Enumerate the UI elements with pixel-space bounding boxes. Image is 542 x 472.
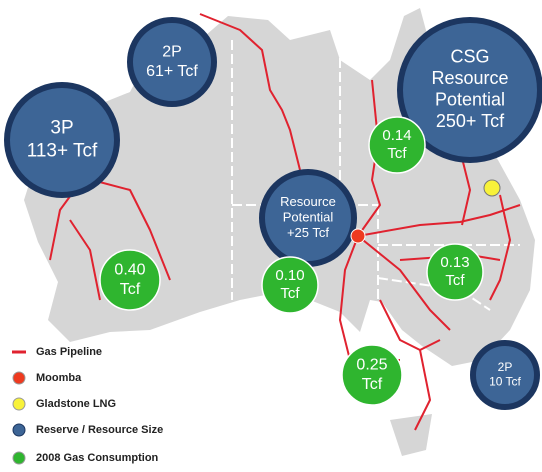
pipelines <box>49 13 521 431</box>
bubble-label: Resource <box>431 68 508 88</box>
bubble-label: 250+ Tcf <box>436 111 505 131</box>
bubble-label: Tcf <box>445 272 465 289</box>
bubble <box>426 243 484 301</box>
legend-label: Reserve / Resource Size <box>36 424 163 436</box>
bubble-label: 0.25 <box>356 357 387 374</box>
legend-symbol <box>12 423 26 437</box>
bubble-label: 61+ Tcf <box>146 63 198 80</box>
bubble-label: 0.13 <box>440 254 469 271</box>
bubble-label: Tcf <box>280 285 300 302</box>
bubble-label: Tcf <box>387 145 407 162</box>
bubble-label: Tcf <box>120 281 141 298</box>
legend-label: Moomba <box>36 372 82 384</box>
bubble <box>261 256 319 314</box>
bubble-label: 0.10 <box>275 267 304 284</box>
bubble-label: 2P <box>498 360 513 374</box>
bubble-label: 2P <box>162 44 182 61</box>
bubble <box>127 17 217 107</box>
bubble <box>341 344 403 406</box>
bubble-label: 3P <box>50 118 73 139</box>
bubble-label: 10 Tcf <box>489 374 521 388</box>
bubble-label: Potential <box>435 90 505 110</box>
tasmania <box>390 414 432 456</box>
bubble <box>470 340 540 410</box>
legend-label: Gladstone LNG <box>36 398 116 410</box>
bubble-label: Tcf <box>362 376 383 393</box>
bubble-label: 0.40 <box>114 262 145 279</box>
bubble-label: 113+ Tcf <box>27 140 98 161</box>
legend-label: 2008 Gas Consumption <box>36 452 159 464</box>
legend-symbol <box>12 451 26 465</box>
legend-symbol <box>12 397 26 411</box>
bubble-label: CSG <box>450 46 489 66</box>
bubble <box>368 116 426 174</box>
gladstone-marker <box>483 179 501 197</box>
bubble-label: Resource <box>280 194 336 209</box>
bubble-label: Potential <box>283 209 334 224</box>
legend-label: Gas Pipeline <box>36 346 102 358</box>
bubble <box>4 82 120 198</box>
bubble-label: +25 Tcf <box>287 225 329 240</box>
bubble-label: 0.14 <box>382 127 411 144</box>
bubble <box>99 249 161 311</box>
legend-symbol <box>12 371 26 385</box>
bubble <box>397 17 542 163</box>
moomba-marker <box>350 228 366 244</box>
